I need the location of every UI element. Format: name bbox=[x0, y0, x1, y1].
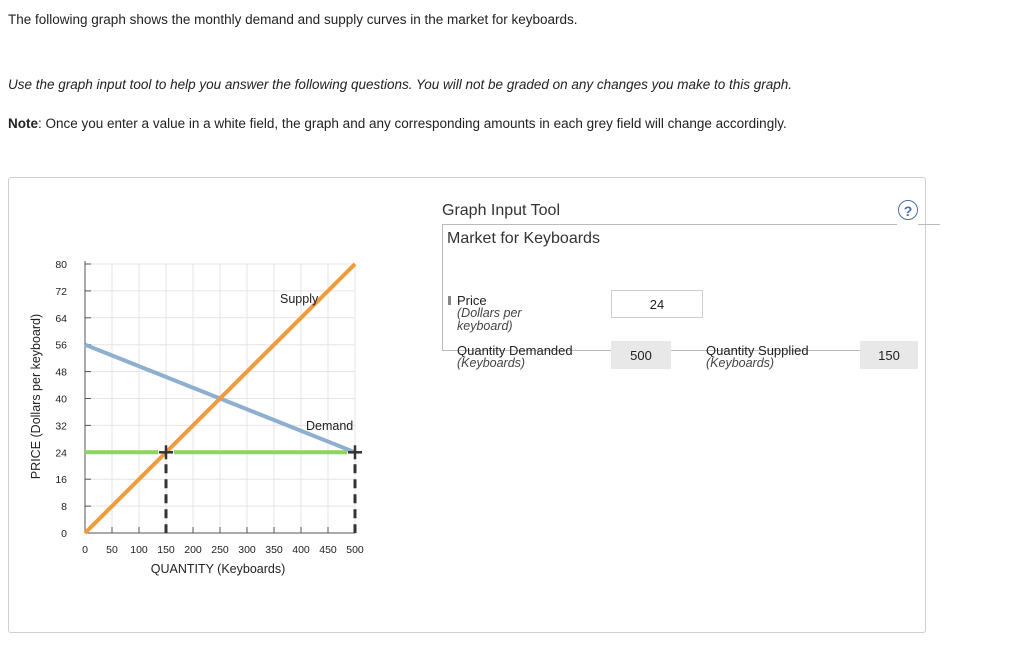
price-sublabel: (Dollars per keyboard) bbox=[457, 306, 522, 333]
quantity-supplied-label: Quantity Supplied bbox=[706, 343, 809, 358]
graph-input-tool: Graph Input Tool ? Market for Keyboards … bbox=[442, 200, 940, 370]
quantity-supplied-sublabel: (Keyboards) bbox=[706, 356, 775, 370]
y-tick-label: 48 bbox=[55, 367, 67, 379]
price-label-group: Price (Dollars per keyboard) bbox=[457, 294, 577, 333]
supply-label: Supply bbox=[280, 292, 319, 306]
market-graph[interactable]: 0 50 100 150 200 250 300 350 400 450 500 0 8 16 24 32 40… bbox=[9, 178, 439, 632]
tool-title: Graph Input Tool bbox=[442, 202, 561, 219]
y-tick-label: 16 bbox=[55, 474, 67, 486]
y-tick-label: 72 bbox=[55, 286, 67, 298]
y-tick-label: 40 bbox=[55, 394, 67, 406]
intro-text: The following graph shows the monthly de… bbox=[8, 12, 578, 27]
note-text: Note: Once you enter a value in a white … bbox=[8, 116, 787, 131]
note-label: Note bbox=[8, 116, 38, 131]
quantity-supplied-field: 150 bbox=[860, 341, 918, 369]
demand-label: Demand bbox=[306, 419, 353, 433]
x-tick-label: 450 bbox=[319, 544, 337, 556]
quantity-demanded-sublabel: (Keyboards) bbox=[457, 356, 526, 370]
x-tick-label: 150 bbox=[157, 544, 175, 556]
x-tick-label: 200 bbox=[184, 544, 202, 556]
x-tick-label: 300 bbox=[238, 544, 256, 556]
tool-title-rule bbox=[442, 224, 897, 225]
y-tick-label: 0 bbox=[61, 528, 67, 540]
market-title: Market for Keyboards bbox=[447, 230, 600, 247]
x-axis-title: QUANTITY (Keyboards) bbox=[151, 562, 286, 576]
x-tick-label: 350 bbox=[265, 544, 283, 556]
y-tick-label: 56 bbox=[55, 340, 67, 352]
x-tick-label: 250 bbox=[211, 544, 229, 556]
y-tick-label: 80 bbox=[55, 259, 67, 271]
y-tick-label: 8 bbox=[61, 501, 67, 513]
x-tick-label: 100 bbox=[130, 544, 148, 556]
quantity-supplied-label-group: Quantity Supplied (Keyboards) bbox=[706, 344, 856, 370]
y-axis-title: PRICE (Dollars per keyboard) bbox=[29, 314, 43, 479]
y-tick-label: 32 bbox=[55, 420, 67, 432]
x-tick-label: 400 bbox=[292, 544, 310, 556]
y-tick-label: 64 bbox=[55, 313, 67, 325]
price-label: Price bbox=[457, 293, 487, 308]
note-body: : Once you enter a value in a white fiel… bbox=[38, 116, 787, 131]
price-marker-icon bbox=[448, 296, 451, 305]
x-tick-label: 50 bbox=[106, 544, 118, 556]
graph-panel: 0 50 100 150 200 250 300 350 400 450 500 0 8 16 24 32 40… bbox=[8, 177, 940, 633]
supply-curve bbox=[83, 262, 357, 535]
help-icon[interactable]: ? bbox=[898, 200, 918, 220]
price-field[interactable]: 24 bbox=[611, 290, 703, 318]
instructions-text: Use the graph input tool to help you ans… bbox=[8, 77, 793, 92]
quantity-demanded-field: 500 bbox=[611, 341, 671, 369]
input-box: Market for Keyboards Price (Dollars per … bbox=[442, 224, 918, 370]
quantity-demanded-label-group: Quantity Demanded (Keyboards) bbox=[457, 344, 607, 370]
help-rule bbox=[918, 224, 940, 225]
x-tick-label: 500 bbox=[346, 544, 364, 556]
x-tick-label: 0 bbox=[82, 544, 88, 556]
y-tick-label: 24 bbox=[55, 447, 67, 459]
quantity-demanded-label: Quantity Demanded bbox=[457, 343, 573, 358]
